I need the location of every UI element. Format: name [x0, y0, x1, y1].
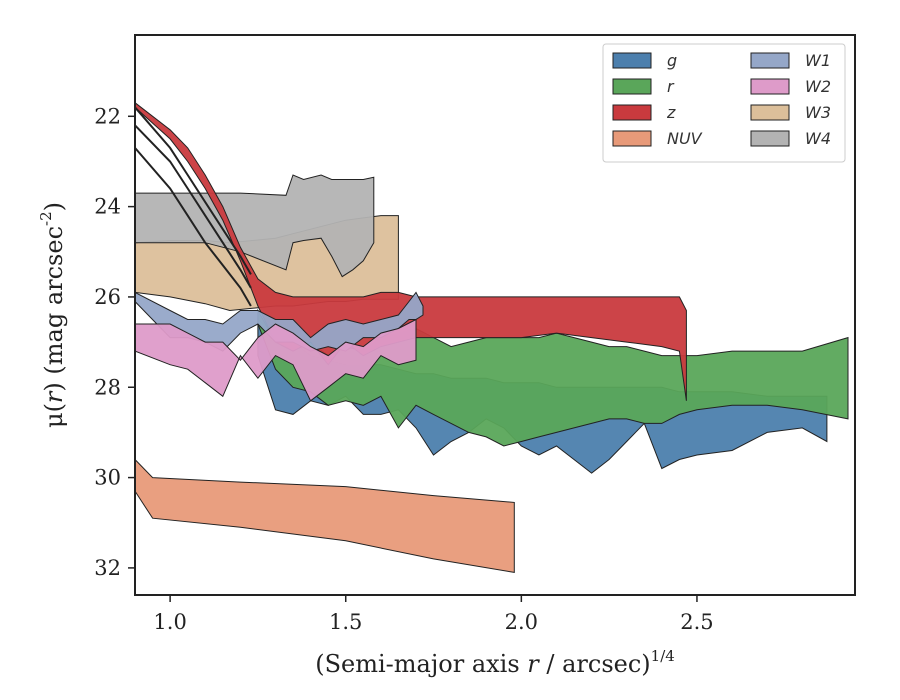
legend-swatch-z: [612, 104, 652, 121]
legend-swatch-g: [612, 52, 652, 69]
legend-swatch-r: [612, 78, 652, 95]
series-layer: [135, 102, 849, 573]
y-tick-label: 26: [94, 285, 121, 309]
profile-line-2: [135, 124, 252, 289]
x-tick-label: 2.0: [505, 610, 538, 634]
legend-label-z: z: [666, 103, 676, 122]
x-tick-label: 1.5: [329, 610, 362, 634]
y-axis-label: μ(r) (mag arcsec-2): [37, 202, 68, 428]
legend-label-w3: W3: [805, 103, 831, 122]
legend-swatch-w3: [750, 104, 790, 121]
legend-label-nuv: NUV: [667, 129, 703, 148]
band-nuv: [135, 458, 515, 573]
legend-label-w4: W4: [805, 129, 831, 148]
x-tick-label: 1.0: [153, 610, 186, 634]
profile-line-3: [135, 147, 252, 307]
y-tick-label: 30: [94, 466, 121, 490]
legend: grz NUV W1 W2 W3 W4: [602, 43, 846, 163]
legend-label-r: r: [667, 77, 675, 96]
y-axis-ticks: 22 24 26 28 30 32: [94, 104, 135, 580]
legend-label-g: g: [667, 51, 677, 70]
band-w1: [135, 291, 424, 352]
y-tick-label: 32: [94, 556, 121, 580]
x-axis-ticks: 1.0 1.5 2.0 2.5: [153, 595, 714, 634]
profile-lines-layer: [135, 106, 252, 307]
plot-frame: [134, 34, 856, 596]
y-tick-label: 28: [94, 375, 121, 399]
profile-line-1: [135, 106, 252, 275]
legend-swatch-w2: [750, 78, 790, 95]
legend-swatch-w4: [750, 130, 790, 147]
legend-swatch-w1: [750, 52, 790, 69]
y-tick-label: 24: [94, 195, 121, 219]
y-tick-label: 22: [94, 104, 121, 128]
legend-label-w1: W1: [805, 51, 831, 70]
x-axis-label: (Semi-major axis r / arcsec)1/4: [315, 647, 675, 678]
x-tick-label: 2.5: [680, 610, 713, 634]
legend-label-w2: W2: [805, 77, 831, 96]
legend-swatch-nuv: [612, 130, 652, 147]
band-w2: [135, 318, 417, 402]
